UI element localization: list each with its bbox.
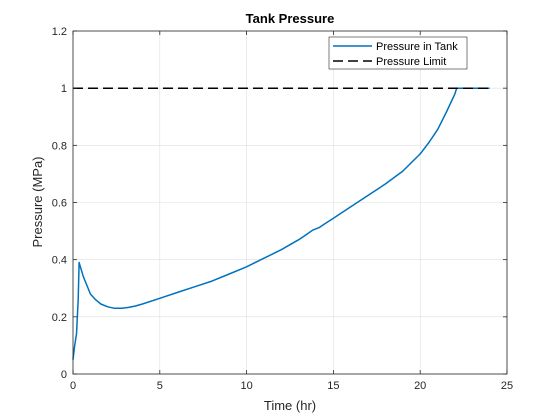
x-tick-label: 25 (501, 380, 513, 392)
x-tick-label: 10 (240, 380, 252, 392)
x-tick-label: 20 (414, 380, 426, 392)
x-tick-label: 0 (70, 380, 76, 392)
chart-title: Tank Pressure (246, 11, 335, 26)
y-tick-label: 0.6 (52, 198, 67, 210)
series-line-pressure-in-tank (72, 87, 490, 360)
legend-label-pressure-limit: Pressure Limit (376, 56, 446, 68)
y-axis-label: Pressure (MPa) (30, 156, 45, 247)
x-axis-label: Time (hr) (264, 398, 316, 413)
ticks: 0 5 10 15 20 25 0 0.2 0.4 0.6 0.8 1 1.2 (52, 26, 513, 392)
x-tick-label: 15 (327, 380, 339, 392)
y-tick-label: 0 (61, 369, 67, 381)
legend: Pressure in Tank Pressure Limit (328, 36, 468, 70)
y-tick-label: 0.2 (52, 312, 67, 324)
y-tick-label: 1.2 (52, 26, 67, 38)
legend-label-pressure-in-tank: Pressure in Tank (376, 41, 458, 53)
y-tick-label: 0.4 (52, 255, 67, 267)
y-tick-label: 1 (61, 83, 67, 95)
x-tick-label: 5 (157, 380, 163, 392)
y-tick-label: 0.8 (52, 140, 67, 152)
legend-box (328, 36, 468, 70)
series-group (72, 87, 490, 360)
